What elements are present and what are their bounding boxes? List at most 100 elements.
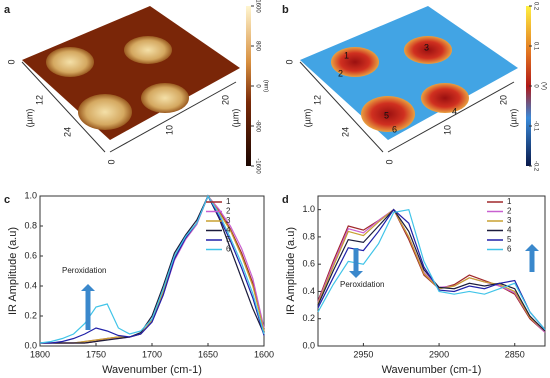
y-tick-label: 24	[62, 127, 72, 137]
panel-label: c	[4, 194, 10, 206]
x-axis-label: Wavenumber (cm-1)	[102, 364, 202, 376]
kpfm-image	[299, 6, 531, 166]
series-line	[317, 208, 546, 332]
legend-label: 5	[226, 235, 231, 244]
axis	[387, 81, 515, 153]
y-tick-label: 0.0	[24, 340, 37, 350]
x-tick-label: 1700	[142, 349, 162, 359]
y-tick-label: 0.4	[302, 286, 315, 296]
y-tick-label: 24	[340, 127, 350, 137]
x-unit: (µm)	[508, 109, 518, 128]
x-axis-label: Wavenumber (cm-1)	[382, 364, 482, 376]
surface	[300, 6, 518, 140]
panel-label: d	[282, 194, 289, 206]
legend-label: 5	[507, 235, 512, 244]
colorbar-tick-label: -1600	[254, 158, 260, 174]
x-tick-label: 0	[384, 159, 394, 164]
y-tick-label: 0	[6, 59, 16, 64]
axis	[21, 61, 106, 153]
legend-label: 6	[226, 245, 231, 254]
colorbar-unit: (nm)	[262, 80, 268, 92]
cell	[421, 83, 469, 113]
cell	[46, 47, 94, 77]
series-line	[39, 194, 265, 344]
colorbar-tick-label: 0	[532, 84, 538, 88]
surface	[22, 6, 240, 140]
axis	[109, 81, 237, 153]
marker-label: 1	[344, 50, 349, 60]
arrow-head	[81, 284, 95, 291]
x-unit: (µm)	[230, 109, 240, 128]
panel-label: a	[4, 4, 11, 16]
cell	[404, 36, 452, 64]
legend-label: 6	[507, 245, 512, 254]
colorbar-tick-label: 0.2	[532, 2, 538, 11]
y-tick-label: 1.0	[24, 190, 37, 200]
y-tick-label: 0.2	[24, 310, 37, 320]
x-tick-label: 2950	[353, 349, 373, 359]
colorbar-tick-label: -0.1	[532, 121, 538, 132]
arrow-head	[525, 244, 539, 251]
x-tick-label: 1650	[198, 349, 218, 359]
plot-frame	[317, 195, 546, 347]
cell	[124, 36, 172, 64]
cell	[78, 94, 132, 130]
marker-label: 3	[424, 42, 429, 52]
x-tick-label: 1600	[254, 349, 274, 359]
cell	[331, 47, 379, 77]
y-axis-label: IR Amplitude (a.u)	[285, 227, 297, 315]
arrow-head	[349, 271, 363, 278]
x-tick-label: 2900	[429, 349, 449, 359]
x-tick-label: 1750	[86, 349, 106, 359]
legend-label: 2	[226, 207, 231, 216]
y-unit: (µm)	[302, 109, 312, 128]
axis	[299, 61, 384, 153]
legend-label: 4	[507, 226, 512, 235]
marker-label: 2	[338, 68, 343, 78]
legend-label: 3	[226, 216, 231, 225]
series-line	[40, 194, 265, 344]
colorbar-tick-label: 0	[254, 84, 260, 88]
y-tick-label: 0	[284, 59, 294, 64]
colorbar-unit: (V)	[540, 82, 546, 90]
annotation: Peroxidation	[340, 280, 384, 289]
y-tick-label: 0.6	[302, 259, 315, 269]
y-tick-label: 0.2	[302, 313, 315, 323]
colorbar-tick-label: 1600	[254, 0, 260, 13]
marker-label: 4	[452, 106, 457, 116]
legend-label: 1	[226, 197, 231, 206]
y-tick-label: 0.0	[302, 340, 315, 350]
annotation: Peroxidation	[62, 266, 106, 275]
colorbar-tick-label: -800	[254, 120, 260, 133]
x-tick-label: 2850	[505, 349, 525, 359]
x-tick-label: 20	[220, 95, 230, 105]
afm-image	[21, 6, 251, 166]
colorbar	[246, 6, 251, 166]
cell	[361, 96, 415, 132]
y-tick-label: 1.0	[302, 204, 315, 214]
x-tick-label: 0	[106, 159, 116, 164]
colorbar-tick-label: 0.1	[532, 42, 538, 51]
x-tick-label: 10	[164, 125, 174, 135]
legend-label: 3	[507, 216, 512, 225]
panel-label: b	[282, 4, 289, 16]
colorbar-tick-label: 800	[254, 41, 260, 52]
series-line	[40, 194, 265, 344]
y-tick-label: 0.8	[24, 220, 37, 230]
y-tick-label: 0.8	[302, 231, 315, 241]
legend-label: 1	[507, 197, 512, 206]
legend-label: 4	[226, 226, 231, 235]
y-unit: (µm)	[24, 109, 34, 128]
marker-label: 6	[392, 124, 397, 134]
x-tick-label: 20	[498, 95, 508, 105]
marker-label: 5	[384, 110, 389, 120]
legend-label: 2	[507, 207, 512, 216]
y-axis-label: IR Amplitude (a.u)	[7, 227, 19, 315]
series-line	[317, 208, 546, 333]
y-tick-label: 0.4	[24, 280, 37, 290]
cell	[141, 83, 189, 113]
colorbar	[526, 6, 531, 166]
x-tick-label: 1800	[30, 349, 50, 359]
